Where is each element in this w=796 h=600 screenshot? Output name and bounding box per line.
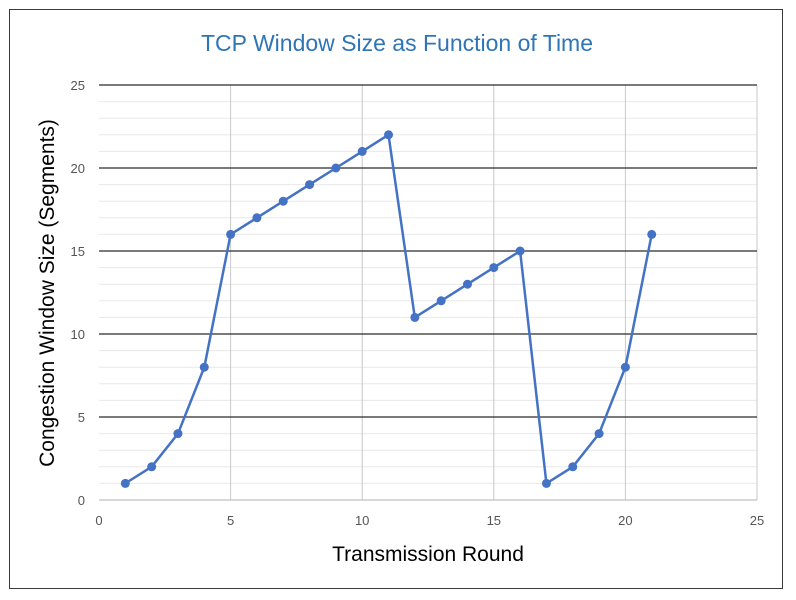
y-axis-title: Congestion Window Size (Segments) <box>36 119 59 467</box>
x-tick-label: 5 <box>227 513 234 528</box>
x-tick-label: 10 <box>355 513 369 528</box>
data-point <box>410 312 420 322</box>
data-point <box>252 213 262 223</box>
series-line <box>124 133 653 485</box>
y-tick-label: 10 <box>71 327 85 342</box>
x-tick-labels: 0 5 10 15 20 25 <box>95 513 764 528</box>
data-point <box>436 296 446 306</box>
data-point <box>568 462 578 472</box>
y-tick-label: 25 <box>71 78 85 93</box>
major-gridlines <box>99 84 758 501</box>
data-point <box>515 246 525 256</box>
data-point <box>647 229 657 239</box>
y-tick-labels: 0 5 10 15 20 25 <box>71 78 85 508</box>
data-point <box>120 478 130 488</box>
x-tick-label: 15 <box>487 513 501 528</box>
x-axis-title: Transmission Round <box>332 543 524 566</box>
data-point <box>384 130 394 140</box>
data-point <box>594 429 604 439</box>
x-tick-label: 25 <box>750 513 764 528</box>
data-point <box>226 229 236 239</box>
data-point <box>541 478 551 488</box>
chart-frame <box>9 9 783 589</box>
data-point <box>620 362 630 372</box>
chart-title: TCP Window Size as Function of Time <box>201 30 593 56</box>
data-point <box>147 462 157 472</box>
y-tick-label: 0 <box>78 493 85 508</box>
y-tick-label: 15 <box>71 244 85 259</box>
minor-gridlines <box>99 101 757 484</box>
y-tick-label: 5 <box>78 410 85 425</box>
data-point <box>305 180 315 190</box>
data-point <box>462 279 472 289</box>
data-point <box>357 146 367 156</box>
data-point <box>199 362 209 372</box>
y-tick-label: 20 <box>71 161 85 176</box>
data-point <box>331 163 341 173</box>
x-tick-label: 0 <box>95 513 102 528</box>
series-group <box>120 130 657 488</box>
data-point <box>489 263 499 273</box>
data-point <box>173 429 183 439</box>
data-point <box>278 196 288 206</box>
x-tick-label: 20 <box>618 513 632 528</box>
